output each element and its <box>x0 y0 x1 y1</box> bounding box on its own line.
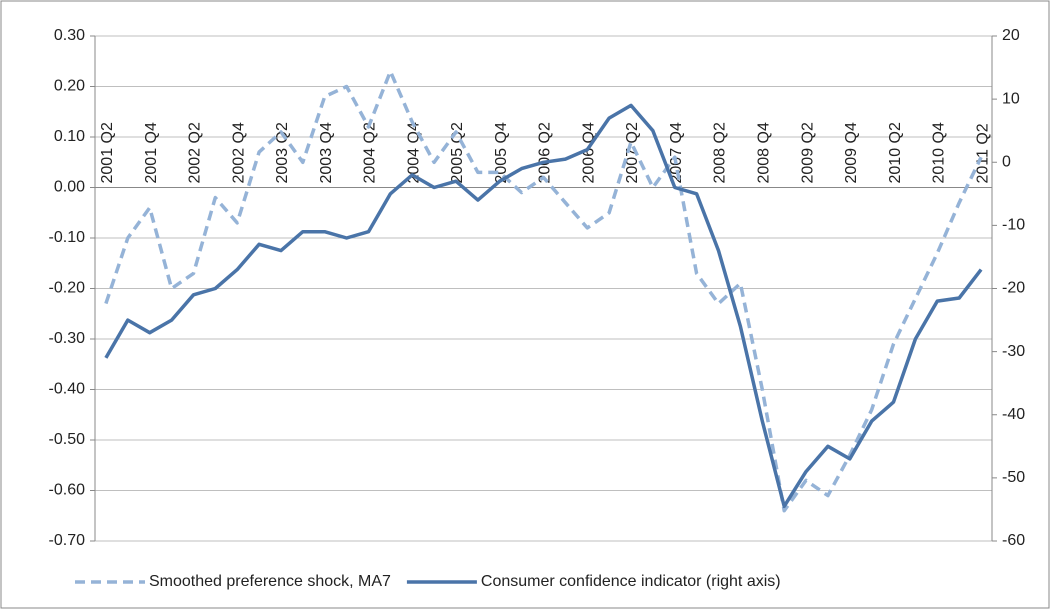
y2-tick-label: 10 <box>1002 90 1020 107</box>
x-tick-label: 2003 Q4 <box>318 122 335 183</box>
x-tick-label: 2010 Q2 <box>887 122 904 183</box>
x-tick-label: 2004 Q4 <box>405 122 422 183</box>
y-tick-label: 0.20 <box>54 78 85 95</box>
x-tick-label: 2005 Q2 <box>449 122 466 183</box>
x-tick-label: 2003 Q2 <box>274 122 291 183</box>
y2-tick-label: -20 <box>1002 280 1025 297</box>
series-line <box>104 103 983 509</box>
series-line <box>104 69 983 513</box>
x-tick-label: 2009 Q2 <box>799 122 816 183</box>
y2-tick-label: -30 <box>1002 343 1025 360</box>
legend-label: Smoothed preference shock, MA7 <box>149 573 391 590</box>
y2-tick-label: -40 <box>1002 406 1025 423</box>
y2-tick-label: -10 <box>1002 217 1025 234</box>
x-tick-label: 2002 Q2 <box>187 122 204 183</box>
y2-tick-label: 0 <box>1002 153 1011 170</box>
legend-label: Consumer confidence indicator (right axi… <box>481 573 781 590</box>
y-tick-label: 0.30 <box>54 27 85 44</box>
y2-tick-label: 20 <box>1002 27 1020 44</box>
x-tick-label: 2007 Q4 <box>668 122 685 183</box>
x-tick-label: 2004 Q2 <box>362 122 379 183</box>
y-tick-label: -0.10 <box>49 229 86 246</box>
x-tick-label: 2009 Q4 <box>843 122 860 183</box>
x-tick-label: 2008 Q4 <box>755 122 772 183</box>
y-tick-label: -0.30 <box>49 330 86 347</box>
y2-tick-label: -50 <box>1002 469 1025 486</box>
x-tick-label: 2006 Q2 <box>537 122 554 183</box>
y-tick-label: -0.70 <box>49 532 86 549</box>
y-tick-label: -0.40 <box>49 381 86 398</box>
x-tick-label: 2007 Q2 <box>624 122 641 183</box>
y-tick-label: 0.00 <box>54 179 85 196</box>
y2-tick-label: -60 <box>1002 532 1025 549</box>
y-tick-label: -0.50 <box>49 431 86 448</box>
x-tick-label: 2010 Q4 <box>931 122 948 183</box>
y-tick-label: -0.60 <box>49 482 86 499</box>
x-tick-label: 2006 Q4 <box>580 122 597 183</box>
x-tick-label: 2001 Q4 <box>143 122 160 183</box>
x-tick-label: 2002 Q4 <box>230 122 247 183</box>
legend: Smoothed preference shock, MA7 Consumer c… <box>75 573 781 590</box>
x-tick-label: 2005 Q4 <box>493 122 510 183</box>
x-tick-label: 2008 Q2 <box>712 122 729 183</box>
x-tick-label: 2001 Q2 <box>99 122 116 183</box>
y-tick-label: 0.10 <box>54 128 85 145</box>
y-tick-label: -0.20 <box>49 280 86 297</box>
x-tick-label: 2011 Q2 <box>974 123 991 183</box>
